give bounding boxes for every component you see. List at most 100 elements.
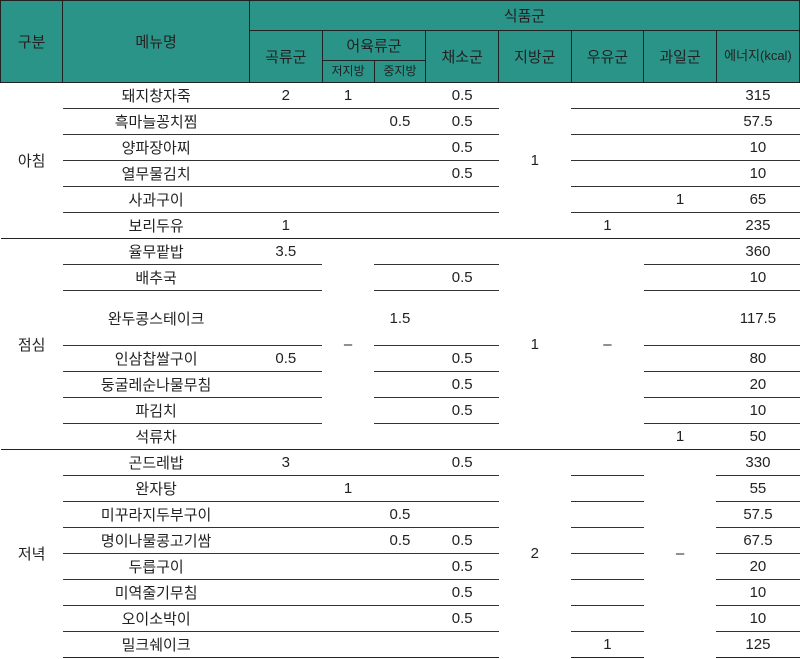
cell [374, 187, 426, 213]
cell [374, 398, 426, 424]
menu-name: 보리두유 [63, 213, 250, 239]
cell [250, 424, 323, 450]
cell: 1 [644, 187, 717, 213]
menu-name: 배추국 [63, 265, 250, 291]
th-foodgroup: 식품군 [250, 1, 800, 31]
cell [322, 632, 374, 658]
cell [644, 161, 717, 187]
cell: 50 [716, 424, 799, 450]
menu-name: 파김치 [63, 398, 250, 424]
meal-label: 점심 [1, 239, 63, 450]
cell [374, 424, 426, 450]
cell [644, 346, 717, 372]
cell: 0.5 [426, 528, 499, 554]
cell: 0.5 [374, 502, 426, 528]
menu-name: 두릅구이 [63, 554, 250, 580]
cell: 10 [716, 580, 799, 606]
cell [426, 291, 499, 346]
cell [250, 265, 323, 291]
cell [374, 476, 426, 502]
menu-name: 석류차 [63, 424, 250, 450]
table-row: 점심 율무팥밥 3.5 – 1 – 360 [1, 239, 800, 265]
cell-milk: – [571, 239, 644, 450]
cell: 57.5 [716, 109, 799, 135]
cell [644, 265, 717, 291]
menu-name: 둥굴레순나물무침 [63, 372, 250, 398]
cell [644, 213, 717, 239]
menu-name: 율무팥밥 [63, 239, 250, 265]
cell [374, 83, 426, 109]
cell: 1 [322, 476, 374, 502]
cell [250, 161, 323, 187]
cell [374, 265, 426, 291]
cell [322, 161, 374, 187]
cell [250, 372, 323, 398]
cell: 0.5 [426, 161, 499, 187]
cell [374, 135, 426, 161]
cell [426, 187, 499, 213]
cell [374, 239, 426, 265]
cell: 0.5 [426, 450, 499, 476]
cell: 0.5 [374, 528, 426, 554]
cell: 20 [716, 554, 799, 580]
menu-name: 명이나물콩고기쌈 [63, 528, 250, 554]
cell [374, 213, 426, 239]
meal-label: 저녁 [1, 450, 63, 658]
cell: 0.5 [426, 580, 499, 606]
th-medfat: 중지방 [374, 61, 426, 83]
cell: 65 [716, 187, 799, 213]
table-row: 보리두유 1 1 235 [1, 213, 800, 239]
cell [250, 554, 323, 580]
meal-table: 구분 메뉴명 식품군 곡류군 어육류군 채소군 지방군 우유군 과일군 에너지(… [0, 0, 800, 658]
table-row: 흑마늘꽁치찜 0.5 0.5 57.5 [1, 109, 800, 135]
cell [644, 239, 717, 265]
cell [374, 346, 426, 372]
cell: 10 [716, 398, 799, 424]
cell [250, 606, 323, 632]
table-row: 완두콩스테이크 1.5 117.5 [1, 291, 800, 346]
cell [322, 109, 374, 135]
cell [571, 476, 644, 502]
cell [250, 398, 323, 424]
cell [644, 135, 717, 161]
cell [322, 135, 374, 161]
cell [374, 606, 426, 632]
th-veg: 채소군 [426, 31, 499, 83]
cell: 0.5 [426, 83, 499, 109]
cell [426, 239, 499, 265]
cell: 0.5 [426, 109, 499, 135]
cell [571, 135, 644, 161]
meal-label: 아침 [1, 83, 63, 239]
th-menu: 메뉴명 [63, 1, 250, 83]
cell: 0.5 [426, 135, 499, 161]
cell: 1 [644, 424, 717, 450]
cell [426, 476, 499, 502]
cell: 1 [571, 213, 644, 239]
table-row: 둥굴레순나물무침 0.5 20 [1, 372, 800, 398]
menu-name: 인삼찹쌀구이 [63, 346, 250, 372]
th-lowfat: 저지방 [322, 61, 374, 83]
cell: 10 [716, 135, 799, 161]
cell [571, 606, 644, 632]
cell: 10 [716, 265, 799, 291]
menu-name: 미꾸라지두부구이 [63, 502, 250, 528]
cell [571, 83, 644, 109]
cell: 1 [571, 632, 644, 658]
table-row: 열무물김치 0.5 10 [1, 161, 800, 187]
table-row: 인삼찹쌀구이 0.5 0.5 80 [1, 346, 800, 372]
cell [571, 187, 644, 213]
cell: 57.5 [716, 502, 799, 528]
cell [571, 554, 644, 580]
cell [426, 213, 499, 239]
cell: 125 [716, 632, 799, 658]
cell [250, 632, 323, 658]
cell [250, 109, 323, 135]
cell: 0.5 [426, 606, 499, 632]
cell [644, 398, 717, 424]
cell [322, 528, 374, 554]
cell: 67.5 [716, 528, 799, 554]
cell: 0.5 [426, 265, 499, 291]
menu-name: 완자탕 [63, 476, 250, 502]
cell [250, 502, 323, 528]
menu-name: 밀크쉐이크 [63, 632, 250, 658]
